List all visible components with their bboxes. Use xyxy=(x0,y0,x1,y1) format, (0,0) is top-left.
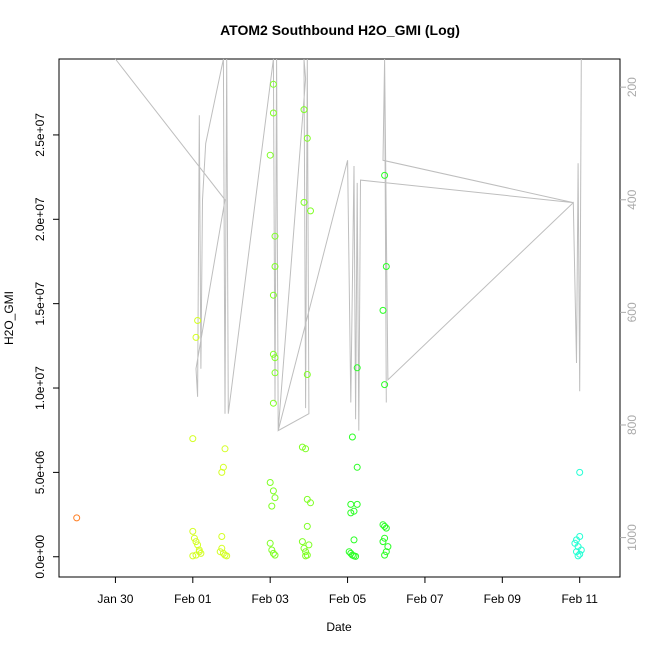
x-tick-label: Feb 05 xyxy=(329,592,367,606)
data-point xyxy=(379,521,387,529)
data-point xyxy=(573,536,580,544)
data-point xyxy=(190,534,198,542)
data-point xyxy=(195,548,203,556)
data-point xyxy=(269,399,277,407)
data-point xyxy=(381,171,389,179)
data-point xyxy=(303,522,311,530)
data-point xyxy=(218,533,226,540)
y-tick-label: 2.5e+07 xyxy=(33,113,47,157)
y-tick-label: 1.5e+07 xyxy=(33,281,47,325)
data-point xyxy=(298,538,306,546)
data-point xyxy=(269,80,277,88)
chart-title: ATOM2 Southbound H2O_GMI (Log) xyxy=(220,22,460,38)
data-point xyxy=(271,494,279,502)
data-point xyxy=(303,371,311,378)
x-axis-label: Date xyxy=(326,620,352,634)
data-point xyxy=(189,435,197,443)
data-point xyxy=(266,151,274,159)
right-tick-label: 600 xyxy=(625,302,639,322)
data-point xyxy=(300,106,308,114)
data-point xyxy=(192,538,200,546)
data-point xyxy=(381,534,389,542)
data-point xyxy=(353,463,361,471)
x-tick-label: Feb 09 xyxy=(484,592,522,606)
pressure-line xyxy=(115,58,582,432)
data-point xyxy=(300,544,308,552)
data-point xyxy=(269,487,277,495)
data-point xyxy=(271,354,279,362)
data-point xyxy=(73,514,81,522)
data-point xyxy=(271,232,279,240)
data-point xyxy=(307,207,314,215)
data-point xyxy=(348,433,356,441)
data-point xyxy=(353,364,361,372)
data-point xyxy=(218,468,226,476)
data-point xyxy=(382,524,390,532)
y-tick-label: 2.0e+07 xyxy=(33,197,47,241)
y-tick-label: 5.0e+06 xyxy=(33,450,47,494)
data-point xyxy=(221,445,229,453)
data-point xyxy=(223,552,231,560)
data-point xyxy=(382,263,390,270)
right-axis: 200 400 600 800 1000 xyxy=(620,77,639,551)
x-tick-label: Feb 11 xyxy=(561,592,598,606)
data-point xyxy=(577,546,585,554)
data-point xyxy=(189,552,197,560)
data-point xyxy=(302,445,310,453)
x-axis: Jan 30 Feb 01 Feb 03 Feb 05 Feb 07 Feb 09 Feb … xyxy=(97,577,598,606)
data-point xyxy=(266,539,274,547)
y-axis: 0.0e+00 5.0e+06 1.0e+07 1.5e+07 2.0e+07 2.5e+… xyxy=(33,113,59,579)
data-point xyxy=(303,134,311,142)
data-point xyxy=(379,538,387,546)
data-point xyxy=(192,333,200,341)
data-point xyxy=(216,548,224,556)
data-point xyxy=(347,500,355,508)
data-point xyxy=(379,306,387,314)
data-point xyxy=(189,527,197,535)
data-point xyxy=(194,317,202,324)
data-point xyxy=(382,548,390,556)
data-point xyxy=(271,551,279,559)
plot-frame xyxy=(58,58,621,578)
right-tick-label: 800 xyxy=(625,415,639,435)
data-point xyxy=(269,549,277,557)
data-point xyxy=(268,546,276,554)
data-point xyxy=(302,552,310,560)
data-point xyxy=(269,109,277,117)
data-point xyxy=(271,263,279,270)
data-point xyxy=(350,507,358,515)
x-tick-label: Feb 03 xyxy=(252,592,290,606)
right-tick-label: 400 xyxy=(625,189,639,209)
data-point xyxy=(381,551,389,559)
data-point xyxy=(381,381,389,389)
data-point xyxy=(305,541,313,549)
data-point xyxy=(353,500,361,508)
data-point xyxy=(576,468,584,476)
data-point xyxy=(197,549,205,557)
pressure-line-layer xyxy=(115,58,582,432)
data-point xyxy=(269,291,277,299)
data-point xyxy=(269,350,277,358)
x-tick-label: Jan 30 xyxy=(97,592,133,606)
data-point xyxy=(381,522,389,530)
data-point xyxy=(271,369,279,377)
data-point xyxy=(574,552,582,560)
data-point xyxy=(302,548,310,556)
right-tick-label: 1000 xyxy=(625,524,639,551)
data-point xyxy=(350,536,358,544)
x-tick-label: Feb 07 xyxy=(406,592,444,606)
x-tick-label: Feb 01 xyxy=(174,592,212,606)
y-axis-label: H2O_GMI xyxy=(2,291,16,345)
right-tick-label: 200 xyxy=(625,77,639,97)
data-point xyxy=(576,550,584,558)
data-point xyxy=(268,502,276,510)
data-point xyxy=(266,479,274,486)
points-layer xyxy=(73,80,585,560)
data-point xyxy=(352,552,360,560)
y-tick-label: 0.0e+00 xyxy=(33,535,47,579)
data-point xyxy=(300,198,308,206)
y-tick-label: 1.0e+07 xyxy=(33,366,47,410)
data-point xyxy=(307,499,314,507)
